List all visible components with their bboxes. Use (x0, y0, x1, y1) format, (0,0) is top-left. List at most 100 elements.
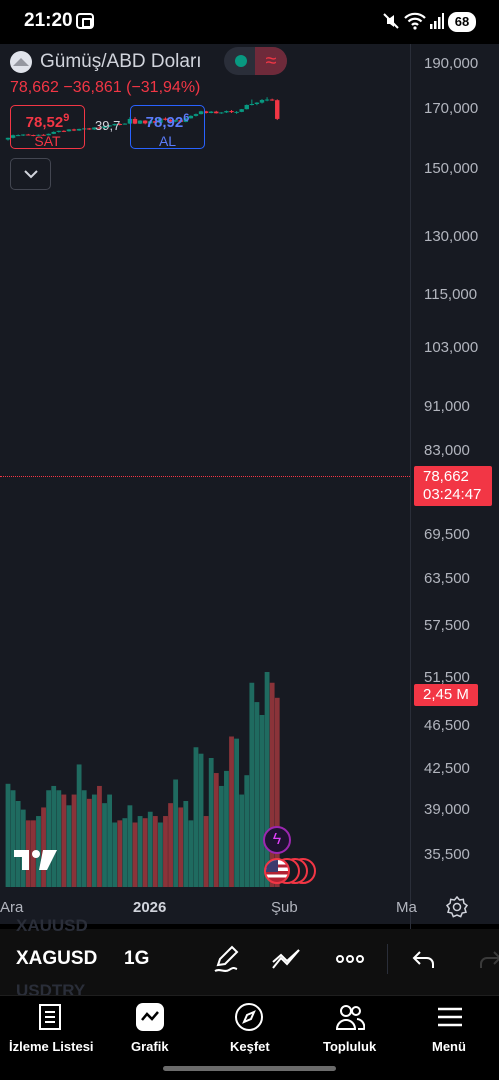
candle-body (15, 135, 21, 137)
price-label-4: 115,000 (424, 286, 478, 303)
home-indicator (163, 1066, 336, 1071)
buy-label: AL (158, 133, 177, 149)
candle-body (254, 102, 260, 105)
volume-bar (152, 816, 158, 887)
candle-body (163, 118, 168, 120)
volume-bar (259, 715, 265, 887)
volume-bar (193, 747, 199, 887)
candle-body (193, 114, 199, 116)
price-label-0: 190,000 (424, 55, 479, 72)
undo-icon[interactable] (410, 944, 440, 974)
candle-body (76, 128, 82, 131)
volume-bar (10, 790, 16, 887)
volume-bar (86, 798, 92, 887)
price-label-5: 103,000 (424, 339, 479, 356)
draw-pen-icon[interactable] (211, 944, 241, 974)
community-icon[interactable] (335, 1002, 365, 1032)
candlestick-chart[interactable] (0, 44, 410, 890)
volume-bar (264, 672, 270, 887)
volume-bar (168, 803, 173, 887)
price-label-13: 42,500 (424, 760, 470, 777)
menu-icon[interactable] (435, 1002, 465, 1032)
symbol-scroll-prev[interactable]: XAUUSD (16, 916, 88, 935)
countdown: 03:24:47 (423, 486, 482, 503)
symbol-logo-icon (10, 51, 32, 73)
screen-record-icon (76, 13, 94, 29)
chevron-down-icon (23, 170, 38, 179)
candle-body (178, 120, 183, 122)
buy-button[interactable]: 78,926 AL (130, 105, 205, 149)
volume-bar (147, 811, 153, 887)
market-open-dot-icon (235, 55, 247, 67)
toolbar-divider (387, 944, 388, 974)
candle-body (168, 119, 173, 122)
delayed-wave-icon[interactable]: ≈ (255, 47, 287, 75)
candle-body (244, 104, 249, 110)
interval-selector[interactable]: 1G (124, 948, 150, 969)
indicators-icon[interactable] (271, 944, 301, 974)
sell-price: 78,52 (25, 114, 64, 131)
more-icon[interactable] (335, 944, 365, 974)
candle-body (21, 134, 26, 136)
volume-bar (46, 790, 52, 887)
volume-bar (224, 770, 229, 887)
price-label-3: 130,000 (424, 228, 479, 245)
candle-body (173, 120, 178, 122)
candle-body (56, 130, 61, 132)
volume-bar (20, 809, 26, 887)
nav-community-label[interactable]: Topluluk (323, 1039, 377, 1054)
time-label-ma: Ma (396, 899, 417, 916)
candle-body (153, 121, 158, 123)
us-flag-event-icon[interactable] (264, 858, 290, 884)
volume-bar (183, 801, 189, 887)
price-change: 78,662 −36,861 (−31,94%) (10, 79, 201, 96)
symbol-selector[interactable]: XAGUSD (16, 948, 98, 969)
candle-body (51, 131, 56, 134)
volume-bar (163, 816, 168, 887)
volume-bar (41, 807, 46, 887)
price-label-7: 83,000 (424, 442, 470, 459)
nav-chart-label[interactable]: Grafik (131, 1039, 169, 1054)
volume-bar (239, 794, 245, 887)
volume-bar (269, 682, 275, 887)
volume-bar (102, 803, 107, 887)
nav-explore-label[interactable]: Keşfet (230, 1039, 270, 1054)
watchlist-icon[interactable] (35, 1002, 65, 1032)
sell-button[interactable]: 78,529 SAT (10, 105, 85, 149)
candle-body (5, 137, 11, 140)
volume-bar (249, 682, 255, 887)
last-price-tag: 78,662 03:24:47 (414, 466, 492, 506)
bottom-nav (0, 995, 499, 1080)
candle-body (275, 100, 280, 119)
volume-bar (178, 807, 184, 887)
candle-body (112, 124, 117, 126)
compass-icon[interactable] (234, 1002, 264, 1032)
candle-body (66, 129, 72, 132)
volume-tag: 2,45 M (414, 684, 478, 706)
volume-bar (142, 818, 148, 887)
volume-bar (71, 794, 77, 887)
volume-bar (81, 790, 87, 887)
candle-body (92, 127, 97, 130)
collapse-button[interactable] (10, 158, 51, 190)
volume-bar (229, 736, 234, 887)
volume-bar (122, 818, 128, 887)
price-label-6: 91,000 (424, 398, 470, 415)
candle-body (46, 133, 51, 136)
volume-bar (61, 794, 67, 887)
settings-gear-icon[interactable] (446, 896, 468, 918)
candle-body (203, 111, 209, 113)
flash-event-icon[interactable]: ϟ (263, 826, 291, 854)
volume-bar (91, 794, 97, 887)
chart-icon[interactable] (135, 1002, 165, 1032)
spread-value: 39,7 (95, 118, 121, 133)
nav-watchlist-label[interactable]: İzleme Listesi (9, 1039, 94, 1054)
candle-body (219, 112, 224, 114)
candle-body (198, 111, 204, 115)
volume-bar (208, 758, 214, 887)
last-price-line (0, 476, 410, 477)
volume-bar (244, 775, 250, 887)
candle-body (137, 120, 143, 124)
symbol-title[interactable]: Gümüş/ABD Doları (40, 51, 202, 72)
nav-menu-label[interactable]: Menü (432, 1039, 466, 1054)
